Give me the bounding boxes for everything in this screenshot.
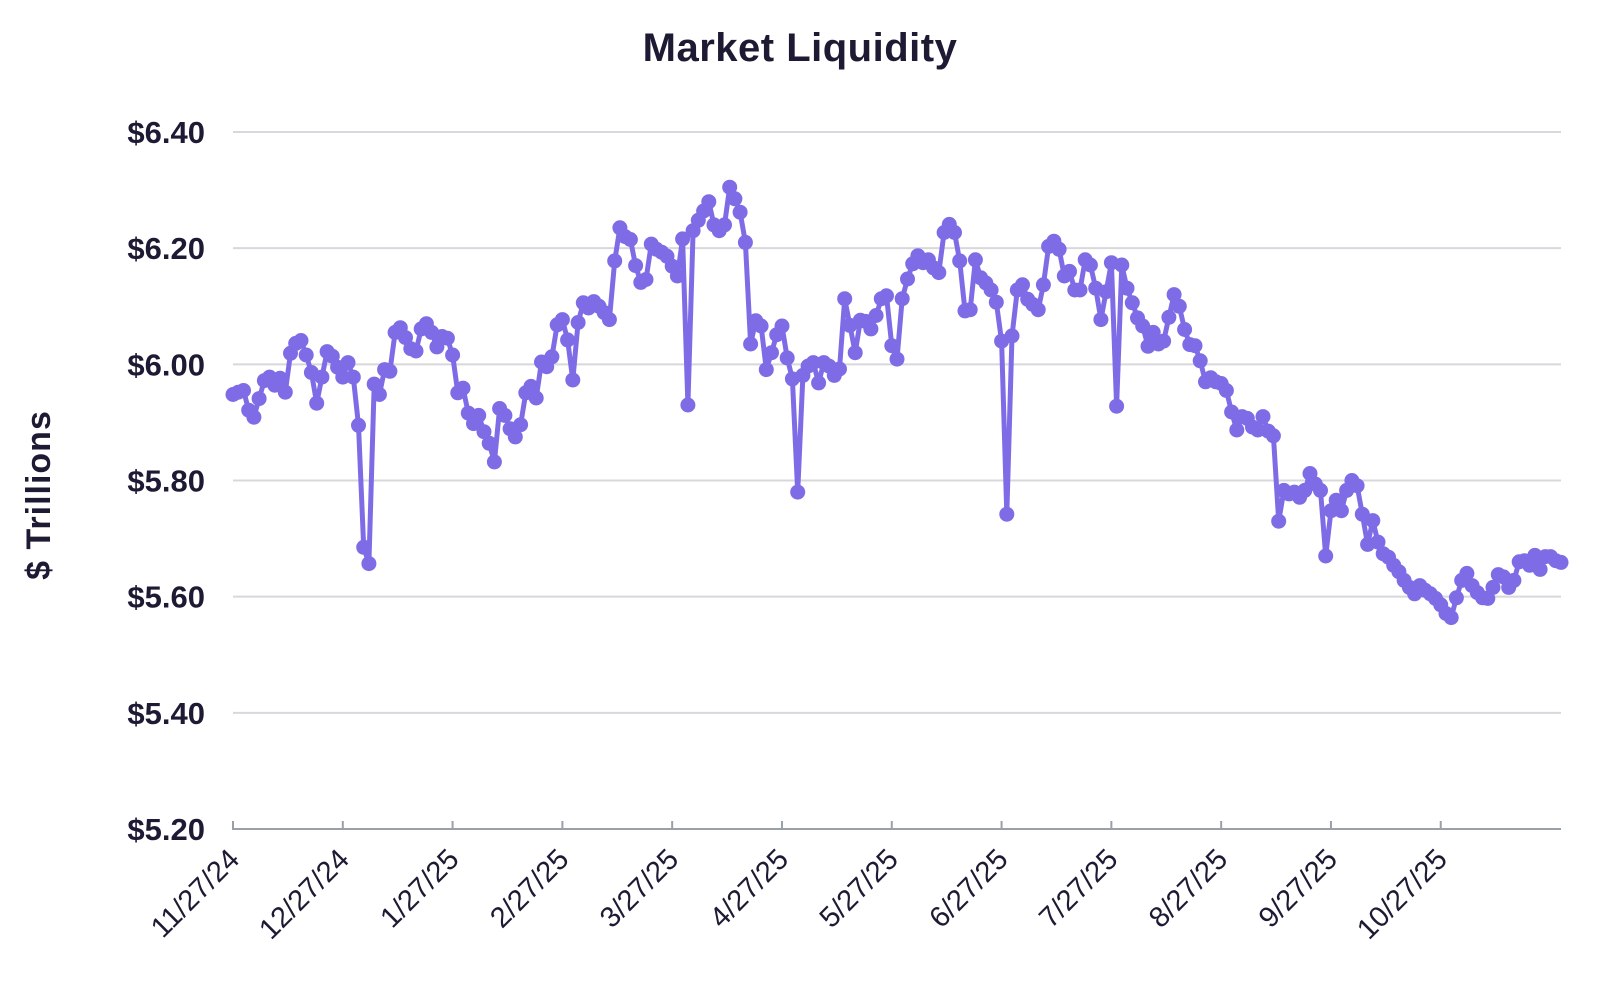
x-tick-label: 8/27/25 <box>1143 843 1234 934</box>
y-tick-label: $5.60 <box>127 580 205 615</box>
y-tick-label: $5.80 <box>127 464 205 499</box>
y-axis-tick-labels: $6.40 $6.20 $6.00 $5.80 $5.60 $5.40 $5.20 <box>127 115 205 847</box>
gridlines <box>233 131 1561 714</box>
chart-title: Market Liquidity <box>642 26 958 70</box>
x-tick-label: 4/27/25 <box>704 843 795 934</box>
y-tick-label: $5.20 <box>127 812 205 847</box>
x-tick-label: 10/27/25 <box>1351 843 1453 945</box>
y-tick-label: $6.00 <box>127 347 205 382</box>
x-axis <box>232 821 1561 830</box>
x-tick-label: 7/27/25 <box>1033 843 1124 934</box>
x-tick-label: 1/27/25 <box>374 843 465 934</box>
x-tick-label: 6/27/25 <box>923 843 1014 934</box>
x-tick-label: 3/27/25 <box>594 843 685 934</box>
x-tick-label: 9/27/25 <box>1253 843 1344 934</box>
x-tick-label: 5/27/25 <box>814 843 905 934</box>
data-point-markers <box>225 179 1569 626</box>
x-tick-label: 2/27/25 <box>484 843 575 934</box>
y-tick-label: $6.20 <box>127 231 205 266</box>
y-tick-label: $6.40 <box>127 115 205 150</box>
x-tick-label: 11/27/24 <box>145 843 246 944</box>
x-axis-tick-labels: 11/27/24 12/27/24 1/27/25 2/27/25 3/27/25 4/2… <box>145 843 1454 945</box>
x-tick-label: 12/27/24 <box>253 843 355 945</box>
y-tick-label: $5.40 <box>127 696 205 731</box>
y-axis-title: $ Trillions <box>20 410 58 580</box>
series-line <box>230 184 1564 621</box>
